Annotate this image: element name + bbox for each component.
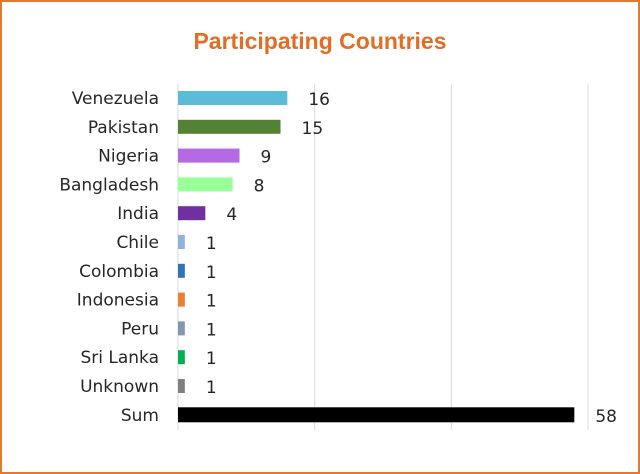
category-label: Bangladesh — [59, 175, 159, 195]
bar — [178, 206, 206, 221]
bar — [178, 119, 281, 134]
data-label: 16 — [308, 90, 330, 110]
data-label: 1 — [206, 320, 217, 340]
data-label: 1 — [206, 378, 217, 398]
bar — [178, 263, 185, 278]
data-label: 1 — [206, 292, 217, 312]
category-label: Sri Lanka — [80, 348, 159, 368]
gridlines — [177, 84, 589, 430]
category-labels: Venezuela Pakistan Nigeria Bangladesh India C… — [59, 89, 159, 426]
data-label: 1 — [206, 263, 217, 283]
category-label: India — [117, 204, 159, 224]
data-label: 1 — [206, 349, 217, 369]
bar — [178, 321, 185, 336]
category-label: Unknown — [80, 377, 159, 397]
category-label: Pakistan — [88, 118, 159, 138]
data-label: 4 — [226, 205, 237, 225]
bar — [178, 148, 240, 163]
bar — [178, 407, 575, 423]
data-label: 9 — [261, 148, 272, 168]
chart-title: Participating Countries — [193, 28, 447, 54]
category-label: Peru — [121, 319, 159, 339]
category-label: Venezuela — [72, 89, 159, 109]
category-label: Chile — [116, 233, 159, 253]
bar — [178, 292, 185, 307]
category-label: Indonesia — [77, 291, 159, 311]
bars — [178, 91, 575, 423]
data-label: 1 — [206, 234, 217, 254]
data-label: 58 — [595, 407, 617, 427]
data-label: 15 — [302, 119, 324, 139]
data-label: 8 — [254, 176, 265, 196]
category-label: Nigeria — [98, 147, 159, 167]
bar — [178, 379, 185, 393]
category-label: Colombia — [79, 262, 159, 282]
bar — [178, 177, 233, 192]
bar — [178, 91, 288, 105]
bar — [178, 350, 185, 365]
category-label: Sum — [121, 406, 159, 426]
bar — [178, 235, 185, 249]
